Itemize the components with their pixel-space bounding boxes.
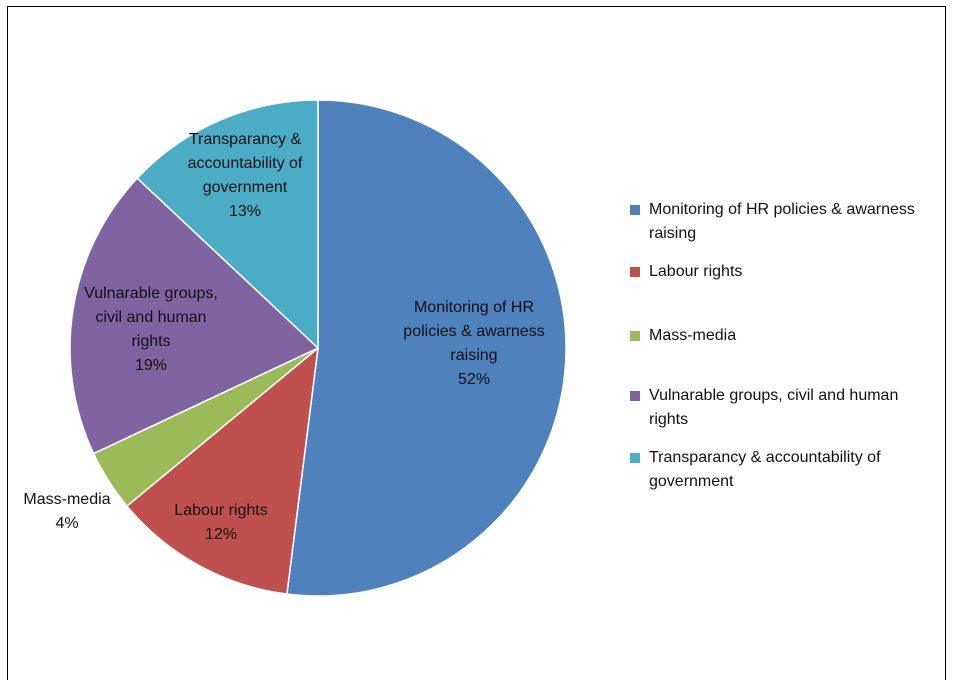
legend-label: Monitoring of HR policies & awarness rai… [649,201,915,242]
legend-swatch [630,391,640,401]
legend-item-vulnerable-groups: Vulnarable groups, civil and human right… [630,384,934,432]
data-label-percent: 19% [135,357,167,374]
legend-item-labour-rights: Labour rights [630,260,934,284]
legend-swatch [630,331,640,341]
data-label-line: government [203,179,288,196]
data-label-line: Monitoring of HR [414,299,534,316]
legend-item-mass-media: Mass-media [630,324,934,348]
legend-label: Mass-media [649,327,737,344]
data-label-transparency: Transparancy & accountability of governmen… [188,131,303,220]
pie-data-labels: Monitoring of HR policies & awarness raisi… [23,131,544,543]
legend-swatch [630,205,640,215]
data-label-vulnerable-groups: Vulnarable groups, civil and human rights 1… [84,285,218,374]
data-label-line: Mass-media [23,491,110,508]
legend-item-transparency: Transparancy & accountability of governm… [630,446,934,494]
legend-label: Transparancy & accountability of governm… [649,449,881,490]
data-label-line: raising [450,347,497,364]
data-label-line: civil and human [95,309,206,326]
pie-slice-transparency [136,99,319,350]
pie-slice-labour-rights [125,346,319,595]
pie-slice-monitoring-hr [286,99,567,597]
legend-label: Vulnarable groups, civil and human right… [649,387,899,428]
data-label-mass-media: Mass-media 4% [23,491,110,532]
legend-swatch [630,453,640,463]
data-label-monitoring-hr: Monitoring of HR policies & awarness raisi… [403,299,544,388]
pie-slices [69,99,567,597]
data-label-line: policies & awarness [403,323,544,340]
data-label-labour-rights: Labour rights 12% [174,502,267,543]
data-label-line: Transparancy & [189,131,302,148]
data-label-percent: 52% [458,371,490,388]
pie-slice-vulnerable-groups [69,177,320,455]
data-label-line: Labour rights [174,502,267,519]
data-label-line: rights [131,333,170,350]
data-label-line: Vulnarable groups, [84,285,218,302]
data-label-percent: 13% [229,203,261,220]
data-label-line: accountability of [188,155,303,172]
legend-item-monitoring-hr: Monitoring of HR policies & awarness rai… [630,198,934,246]
legend-swatch [630,267,640,277]
data-label-percent: 4% [55,515,78,532]
legend-label: Labour rights [649,263,743,280]
data-label-percent: 12% [205,526,237,543]
